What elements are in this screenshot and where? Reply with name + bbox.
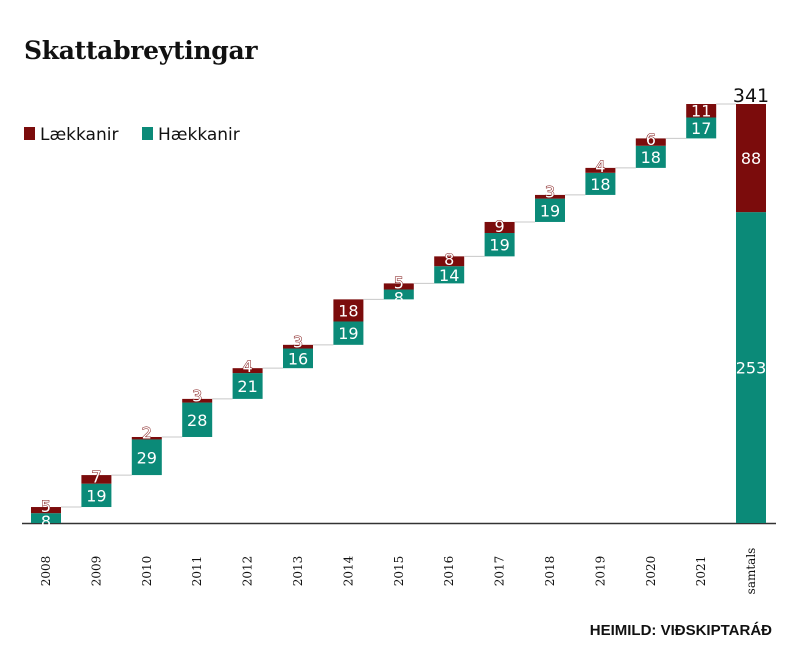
bar-laekkanir bbox=[736, 104, 766, 213]
x-tick-label: 2009 bbox=[89, 556, 103, 587]
x-tick-label: 2010 bbox=[140, 556, 154, 587]
value-label-haekkanir: 19 bbox=[338, 324, 358, 343]
legend-label-laekkanir: Lækkanir bbox=[40, 125, 118, 145]
bar-haekkanir bbox=[434, 266, 465, 284]
value-label-laekkanir: 5 bbox=[394, 274, 404, 293]
x-tick-label: 2020 bbox=[644, 556, 658, 587]
bar-haekkanir bbox=[383, 289, 414, 300]
value-label-haekkanir: 253 bbox=[736, 359, 767, 378]
chart-title: Skattabreytingar bbox=[24, 36, 258, 65]
bar-laekkanir bbox=[182, 398, 213, 403]
value-label-haekkanir: 18 bbox=[641, 148, 661, 167]
value-label-haekkanir: 28 bbox=[187, 411, 207, 430]
bar-laekkanir bbox=[81, 475, 112, 484]
value-label-laekkanir: 3 bbox=[545, 183, 555, 202]
bar-laekkanir bbox=[686, 104, 717, 118]
value-label-laekkanir: 11 bbox=[691, 102, 711, 121]
value-label-haekkanir: 19 bbox=[489, 236, 509, 255]
value-label-laekkanir: 18 bbox=[338, 301, 358, 320]
value-label-laekkanir: 88 bbox=[741, 149, 761, 168]
x-tick-label: 2016 bbox=[442, 556, 456, 587]
x-tick-label: 2021 bbox=[694, 556, 708, 587]
x-tick-label: 2013 bbox=[291, 556, 305, 587]
bar-laekkanir bbox=[333, 299, 364, 322]
value-label-haekkanir: 29 bbox=[137, 448, 157, 467]
bar-haekkanir bbox=[686, 117, 717, 139]
value-label-laekkanir: 2 bbox=[142, 423, 152, 442]
bar-laekkanir bbox=[434, 256, 465, 267]
bar-laekkanir bbox=[535, 194, 565, 199]
bar-haekkanir bbox=[81, 483, 112, 508]
value-label-haekkanir: 8 bbox=[394, 289, 404, 308]
x-tick-label: samtals bbox=[744, 548, 758, 595]
legend-swatch-laekkanir bbox=[24, 127, 35, 140]
x-tick-label: 2017 bbox=[493, 556, 507, 587]
value-label-haekkanir: 21 bbox=[237, 377, 257, 396]
value-label-laekkanir: 4 bbox=[595, 157, 605, 176]
value-label-laekkanir: 6 bbox=[646, 130, 656, 149]
bar-haekkanir bbox=[232, 373, 263, 399]
bar-haekkanir bbox=[31, 513, 61, 523]
total-value-label: 341 bbox=[733, 85, 769, 107]
bar-laekkanir bbox=[131, 436, 162, 440]
bar-laekkanir bbox=[31, 507, 61, 514]
value-label-haekkanir: 18 bbox=[590, 175, 610, 194]
x-tick-label: 2012 bbox=[241, 556, 255, 587]
bar-laekkanir bbox=[635, 138, 666, 146]
bar-laekkanir bbox=[585, 167, 616, 173]
value-label-haekkanir: 19 bbox=[86, 486, 106, 505]
bar-laekkanir bbox=[383, 283, 414, 290]
value-label-laekkanir: 7 bbox=[91, 468, 101, 487]
value-label-haekkanir: 14 bbox=[439, 266, 459, 285]
x-tick-label: 2011 bbox=[190, 556, 204, 587]
bar-haekkanir bbox=[535, 198, 565, 222]
value-label-laekkanir: 3 bbox=[293, 333, 303, 352]
value-label-laekkanir: 3 bbox=[192, 387, 202, 406]
value-label-laekkanir: 5 bbox=[41, 497, 51, 516]
value-label-haekkanir: 8 bbox=[41, 512, 51, 531]
bar-haekkanir bbox=[484, 233, 515, 257]
bar-haekkanir bbox=[131, 439, 162, 476]
bar-haekkanir bbox=[736, 212, 766, 523]
bar-laekkanir bbox=[484, 221, 515, 234]
value-label-haekkanir: 17 bbox=[691, 119, 711, 138]
x-tick-label: 2018 bbox=[543, 556, 557, 587]
bar-haekkanir bbox=[585, 172, 616, 195]
bar-haekkanir bbox=[635, 145, 666, 168]
x-tick-label: 2008 bbox=[39, 556, 53, 587]
value-label-laekkanir: 4 bbox=[243, 357, 253, 376]
bar-haekkanir bbox=[333, 321, 364, 345]
legend-label-haekkanir: Hækkanir bbox=[158, 125, 240, 145]
bar-laekkanir bbox=[283, 344, 313, 349]
legend-swatch-haekkanir bbox=[142, 127, 153, 140]
bar-haekkanir bbox=[283, 348, 313, 369]
bar-haekkanir bbox=[182, 402, 213, 437]
value-label-laekkanir: 8 bbox=[444, 250, 454, 269]
x-tick-label: 2015 bbox=[392, 556, 406, 587]
x-tick-label: 2014 bbox=[341, 555, 355, 586]
x-tick-label: 2019 bbox=[593, 556, 607, 587]
bar-laekkanir bbox=[232, 368, 263, 374]
value-label-laekkanir: 9 bbox=[495, 217, 505, 236]
source-credit: HEIMILD: VIÐSKIPTARÁÐ bbox=[589, 622, 772, 639]
value-label-haekkanir: 16 bbox=[288, 349, 308, 368]
value-label-haekkanir: 19 bbox=[540, 201, 560, 220]
